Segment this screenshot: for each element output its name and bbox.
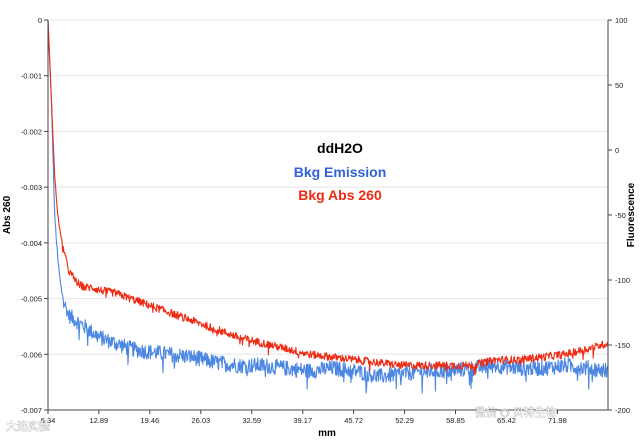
- x-tick-label: 58.85: [446, 416, 465, 425]
- tick-layer: 0 -0.001 -0.002 -0.003 -0.004 -0.005 -0.006 -0.…: [21, 16, 630, 425]
- watermark-right: 微信 ◉ 贝特生物: [475, 405, 557, 419]
- x-tick-label: 12.89: [89, 416, 108, 425]
- right-tick-label: -100: [615, 276, 630, 285]
- right-tick-label: -150: [615, 341, 630, 350]
- left-tick-label: -0.003: [21, 183, 42, 192]
- left-tick-label: -0.007: [21, 406, 42, 415]
- legend-entry-bkg-abs-260: Bkg Abs 260: [298, 187, 382, 203]
- x-axis-title: mm: [318, 428, 336, 439]
- x-tick-label: 52.29: [395, 416, 414, 425]
- right-tick-label: -200: [615, 406, 630, 415]
- x-tick-label: 32.59: [242, 416, 261, 425]
- x-tick-label: 45.72: [344, 416, 363, 425]
- right-tick-label: 100: [615, 16, 628, 25]
- right-axis-title: Fluorescence: [626, 182, 637, 247]
- legend-entry-ddh2o: ddH2O: [317, 140, 363, 156]
- right-tick-label: -50: [615, 211, 626, 220]
- left-tick-label: -0.005: [21, 295, 42, 304]
- x-tick-label: 26.03: [191, 416, 210, 425]
- watermark-left: 大连实验: [6, 419, 50, 433]
- left-tick-label: -0.001: [21, 72, 42, 81]
- x-tick-label: 65.42: [497, 416, 516, 425]
- left-axis-title: Abs 260: [2, 195, 13, 234]
- series-layer: [47, 19, 609, 394]
- x-tick-label: 6.34: [41, 416, 56, 425]
- left-tick-label: -0.004: [21, 239, 42, 248]
- x-tick-label: 39.17: [293, 416, 312, 425]
- x-tick-label: 71.98: [548, 416, 567, 425]
- left-tick-label: 0: [38, 16, 42, 25]
- left-tick-label: -0.002: [21, 127, 42, 136]
- legend: ddH2O Bkg Emission Bkg Abs 260: [294, 140, 387, 203]
- x-tick-label: 19.46: [140, 416, 159, 425]
- series-line-0: [47, 19, 609, 394]
- legend-entry-bkg-emission: Bkg Emission: [294, 164, 387, 180]
- right-tick-label: 0: [615, 146, 619, 155]
- right-tick-label: 50: [615, 81, 623, 90]
- series-line-1: [47, 19, 609, 376]
- left-tick-label: -0.006: [21, 350, 42, 359]
